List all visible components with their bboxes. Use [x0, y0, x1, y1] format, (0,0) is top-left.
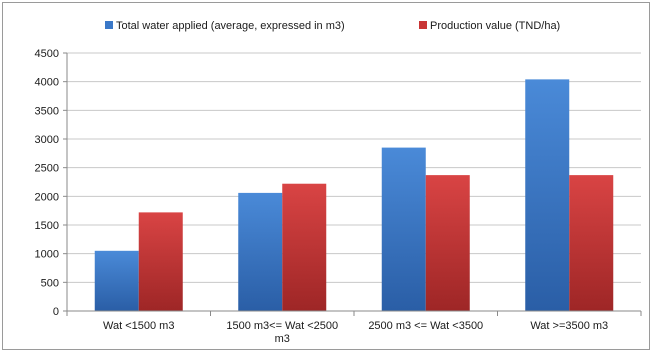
chart-frame: Total water applied (average, expressed …	[2, 2, 650, 350]
y-tick-label: 3500	[35, 105, 59, 117]
y-tick-label: 3000	[35, 134, 59, 146]
bar-water-applied	[381, 147, 426, 311]
bars	[94, 79, 614, 311]
legend: Total water applied (average, expressed …	[105, 20, 560, 32]
y-tick-label: 1000	[35, 249, 59, 261]
bar-water-applied	[525, 79, 570, 311]
x-tick-label: 1500 m3<= Wat <2500 m3	[226, 320, 338, 345]
x-axis: Wat <1500 m3 1500 m3<= Wat <2500 m3 2500 m3…	[66, 310, 642, 345]
y-tick-label: 1500	[35, 220, 59, 232]
legend-label: Production value (TND/ha)	[430, 20, 560, 32]
bar-chart: Total water applied (average, expressed …	[35, 20, 642, 345]
bar-production-value	[138, 212, 183, 311]
y-tick-label: 2000	[35, 191, 59, 203]
x-tick-label: Wat >=3500 m3	[530, 320, 608, 332]
bar-production-value	[282, 183, 327, 311]
y-tick-label: 4000	[35, 77, 59, 89]
bar-water-applied	[238, 192, 283, 311]
legend-label: Total water applied (average, expressed …	[116, 20, 345, 32]
y-tick-label: 4500	[35, 48, 59, 60]
y-tick-label: 2500	[35, 163, 59, 175]
x-tick-label: 2500 m3 <= Wat <3500	[368, 320, 483, 332]
legend-swatch	[419, 21, 427, 29]
y-tick-label: 0	[53, 306, 59, 318]
bar-production-value	[425, 175, 470, 311]
y-axis: 0 500 1000 1500 2000 2500 3000 3500 4000 4500	[35, 48, 68, 318]
x-tick-label: Wat <1500 m3	[103, 320, 174, 332]
bar-water-applied	[94, 250, 139, 311]
y-tick-label: 500	[41, 277, 59, 289]
legend-swatch	[105, 21, 113, 29]
bar-production-value	[569, 175, 614, 311]
